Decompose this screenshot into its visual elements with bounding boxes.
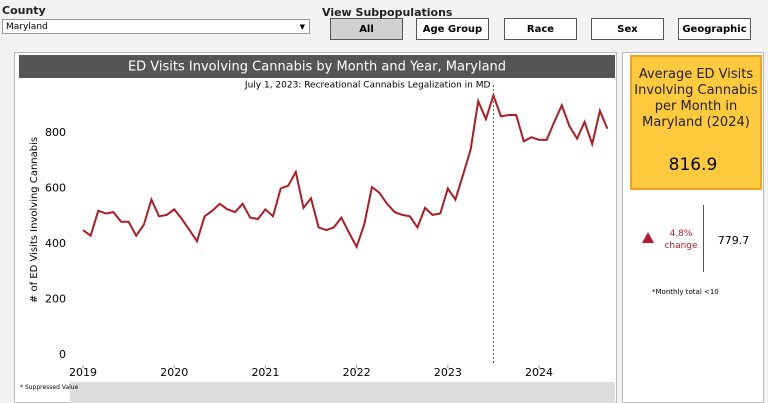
button[interactable]: Geographic bbox=[678, 18, 751, 40]
button[interactable]: All bbox=[330, 18, 403, 40]
divider bbox=[703, 205, 704, 272]
x-tick-label: 2020 bbox=[160, 366, 188, 379]
previous-value: 779.7 bbox=[717, 234, 750, 247]
county-label: County bbox=[2, 4, 46, 17]
y-tick-label: 200 bbox=[45, 293, 66, 306]
button[interactable]: Sex bbox=[591, 18, 664, 40]
chart-title: ED Visits Involving Cannabis by Month an… bbox=[128, 60, 506, 75]
y-tick-label: 0 bbox=[59, 348, 66, 361]
change-label: change bbox=[664, 241, 698, 251]
change-text: 4.8% change bbox=[661, 228, 701, 252]
x-tick-label: 2019 bbox=[69, 366, 97, 379]
kpi-title: Average ED Visits Involving Cannabis per… bbox=[630, 55, 762, 190]
button[interactable]: Age Group bbox=[416, 18, 489, 40]
county-select[interactable]: Maryland ▼ bbox=[2, 19, 310, 34]
county-value: Maryland bbox=[6, 22, 48, 32]
suppressed-note: * Suppressed Value bbox=[20, 384, 79, 391]
chart: ED Visits Involving Cannabis by Month an… bbox=[19, 55, 615, 403]
x-tick-label: 2021 bbox=[251, 366, 279, 379]
kpi-footnote: *Monthly total <10 bbox=[652, 288, 719, 296]
kpi-value: 816.9 bbox=[668, 155, 718, 175]
y-axis-title: # of ED Visits Involving Cannabis bbox=[29, 137, 40, 303]
button[interactable]: Race bbox=[504, 18, 577, 40]
chart-panel bbox=[14, 52, 617, 403]
x-tick-label: 2022 bbox=[343, 366, 371, 379]
up-arrow bbox=[642, 232, 654, 243]
y-tick-label: 600 bbox=[45, 182, 66, 195]
x-tick-label: 2023 bbox=[434, 366, 462, 379]
y-tick-label: 400 bbox=[45, 237, 66, 250]
title-bar bbox=[19, 55, 615, 78]
change-pct: 4.8% bbox=[669, 229, 693, 239]
y-tick-label: 800 bbox=[45, 126, 66, 139]
data-line bbox=[82, 92, 609, 250]
x-tick-label: 2024 bbox=[525, 366, 553, 379]
footer-strip bbox=[70, 382, 615, 403]
annotation: July 1, 2023: Recreational Cannabis Lega… bbox=[244, 81, 491, 91]
subpop-label: View Subpopulations bbox=[322, 6, 453, 19]
